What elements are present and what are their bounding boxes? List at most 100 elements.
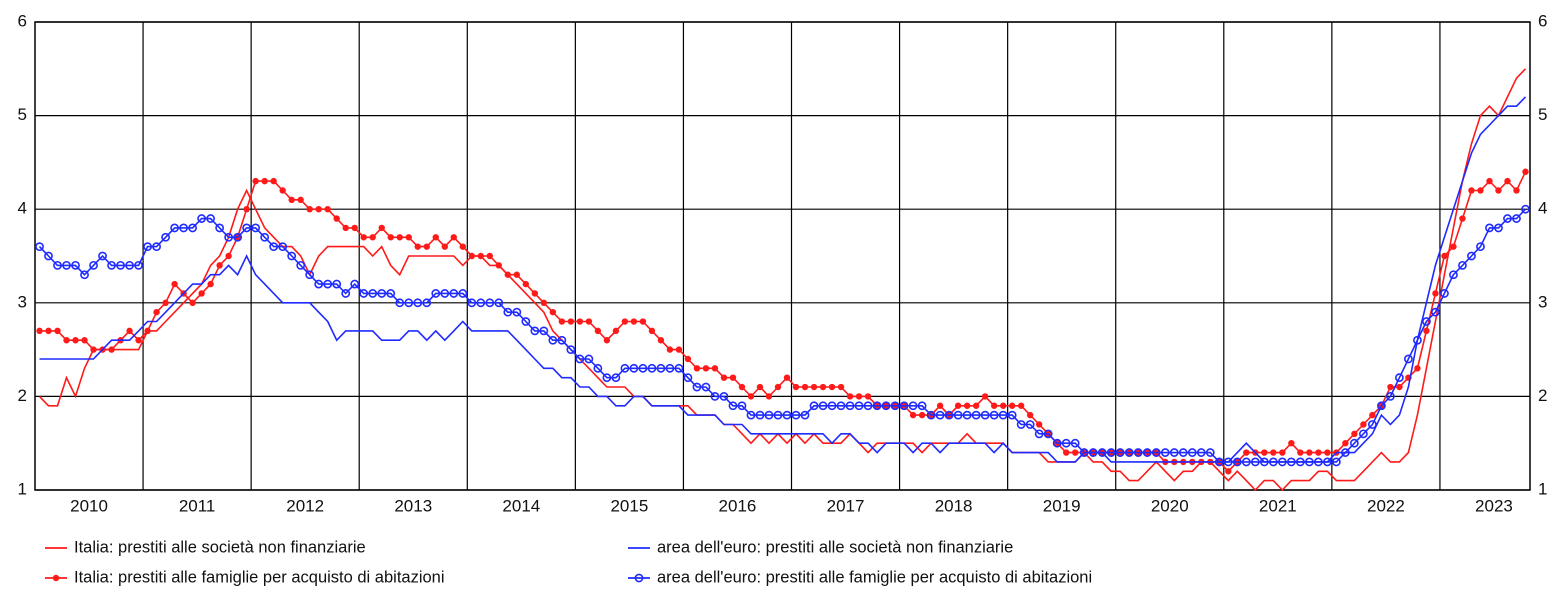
point xyxy=(126,327,133,335)
point xyxy=(252,177,259,185)
point xyxy=(1241,457,1251,467)
point xyxy=(341,289,351,298)
point xyxy=(575,354,585,364)
point xyxy=(80,270,89,280)
point xyxy=(98,251,107,261)
point xyxy=(1477,187,1484,194)
point xyxy=(144,327,151,335)
point xyxy=(1396,383,1403,391)
point xyxy=(170,223,179,233)
point xyxy=(485,298,495,308)
point xyxy=(1358,429,1368,439)
point xyxy=(189,299,196,306)
point xyxy=(909,411,917,419)
point xyxy=(1459,215,1466,222)
point xyxy=(1088,448,1098,457)
series-line xyxy=(39,96,1527,463)
point xyxy=(1133,448,1143,457)
point xyxy=(1279,449,1286,456)
point xyxy=(755,410,765,420)
point xyxy=(261,177,268,185)
point xyxy=(531,290,539,297)
point xyxy=(1504,177,1511,185)
axis-labels: 1 1 2 2 3 3 4 4 5 5 6 6 2010 2011 2012 2013 2014 2015 2016… xyxy=(18,11,1548,515)
point xyxy=(647,363,657,373)
point xyxy=(1016,420,1026,429)
point xyxy=(161,232,170,242)
legend-label: Italia: prestiti alle società non finanz… xyxy=(74,538,366,556)
point xyxy=(1486,177,1493,185)
point xyxy=(1169,448,1179,457)
point xyxy=(1225,468,1232,475)
point xyxy=(800,410,810,420)
point xyxy=(1386,391,1395,401)
point xyxy=(422,298,432,308)
point xyxy=(611,373,621,383)
point xyxy=(323,279,333,289)
point xyxy=(1322,457,1332,467)
point xyxy=(1387,383,1394,391)
point xyxy=(648,327,656,335)
point xyxy=(683,373,693,383)
point xyxy=(197,214,207,223)
point xyxy=(359,289,369,298)
point xyxy=(1196,448,1206,457)
y-tick-label: 1 xyxy=(18,479,27,498)
point xyxy=(297,196,304,204)
point xyxy=(306,206,313,213)
point xyxy=(494,298,504,308)
point xyxy=(1468,187,1475,194)
point xyxy=(675,346,683,353)
point xyxy=(792,383,800,391)
point xyxy=(918,411,926,419)
point xyxy=(953,410,963,420)
point xyxy=(459,243,466,250)
point xyxy=(1071,449,1079,456)
point xyxy=(54,327,61,335)
point xyxy=(827,401,837,411)
point xyxy=(980,410,990,420)
point xyxy=(863,401,873,411)
legend-label: area dell'euro: prestiti alle famiglie p… xyxy=(657,568,1092,586)
point xyxy=(944,410,954,420)
point xyxy=(522,280,530,288)
point xyxy=(1450,243,1457,250)
point xyxy=(908,401,918,411)
point xyxy=(783,374,791,381)
point xyxy=(476,298,486,308)
y-tick-label: 2 xyxy=(18,386,27,405)
point xyxy=(666,346,674,353)
point xyxy=(414,243,421,250)
x-tick-label: 2022 xyxy=(1367,496,1405,515)
x-tick-label: 2015 xyxy=(610,496,648,515)
point xyxy=(774,383,782,391)
legend-marker xyxy=(52,574,60,582)
point xyxy=(899,401,909,411)
point xyxy=(558,318,566,325)
point xyxy=(1277,457,1287,467)
point xyxy=(1342,440,1349,447)
point xyxy=(1458,260,1467,270)
point xyxy=(1522,168,1529,175)
point xyxy=(468,252,475,260)
point xyxy=(926,410,936,420)
point xyxy=(1205,448,1215,457)
point xyxy=(602,373,612,383)
point xyxy=(855,393,863,400)
point xyxy=(837,383,845,391)
point xyxy=(630,318,638,325)
point xyxy=(71,260,80,270)
y2-tick-label: 4 xyxy=(1538,199,1547,218)
point xyxy=(45,327,52,335)
y-tick-label: 4 xyxy=(18,199,27,218)
point xyxy=(971,410,981,420)
y2-tick-label: 6 xyxy=(1538,11,1547,30)
point xyxy=(576,318,584,325)
point xyxy=(1367,420,1377,429)
point xyxy=(1268,457,1278,467)
point xyxy=(81,337,88,344)
point xyxy=(638,363,648,373)
point xyxy=(90,346,97,353)
point xyxy=(207,280,214,288)
